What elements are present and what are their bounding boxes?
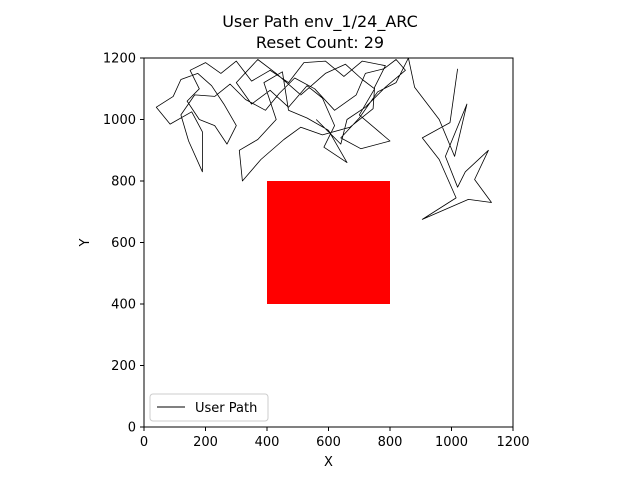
x-tick-label: 1200 [496,435,529,450]
x-tick-label: 600 [316,435,341,450]
legend: User Path [149,393,269,422]
x-tick-label: 200 [193,435,218,450]
y-tick-label: 0 [128,421,136,436]
chart-title: User Path env_1/24_ARC [222,12,418,31]
x-tick-label: 1000 [435,435,468,450]
y-tick-label: 1000 [103,113,136,128]
y-tick-label: 400 [111,298,136,313]
y-tick-label: 800 [111,175,136,190]
chart-subtitle: Reset Count: 29 [255,33,385,52]
y-tick-label: 200 [111,359,136,374]
y-tick-label: 600 [111,236,136,251]
y-tick-label: 1200 [103,52,136,67]
x-tick-label: 800 [378,435,403,450]
y-axis-label: Y [78,238,93,247]
x-tick-label: 400 [255,435,280,450]
x-tick-label: 0 [140,435,148,450]
legend-box [149,393,269,422]
x-axis-label: X [324,455,333,470]
user-path-line [155,57,492,220]
legend-label: User Path [195,401,257,416]
obstacle-region [267,181,390,304]
